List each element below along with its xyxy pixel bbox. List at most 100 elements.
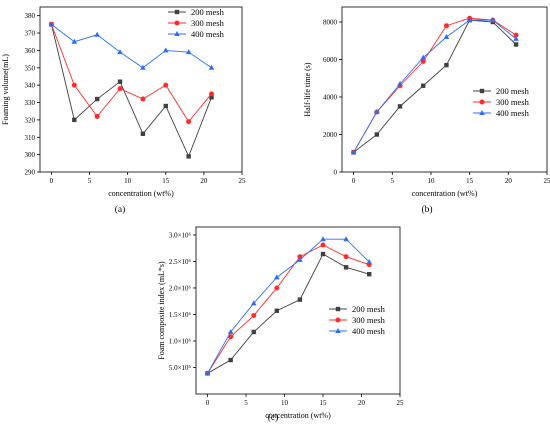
data-point	[397, 104, 403, 109]
y-axis-label: Foaming volume(mL)	[1, 54, 10, 125]
legend-marker	[479, 88, 485, 94]
series-line	[207, 244, 370, 374]
data-point	[343, 254, 349, 260]
y-tick-label: 8000	[323, 19, 338, 27]
data-point	[320, 236, 326, 242]
x-axis-label: concentration (wt%)	[108, 189, 174, 198]
data-point	[513, 42, 519, 47]
data-point	[374, 109, 380, 114]
legend-label: 200 mesh	[352, 304, 386, 314]
data-point	[444, 62, 449, 68]
data-point	[274, 285, 280, 291]
data-point	[443, 34, 450, 39]
data-point	[140, 131, 146, 136]
x-tick-label: 5	[391, 177, 395, 185]
data-point	[71, 82, 77, 88]
y-tick-label: 6000	[323, 56, 338, 64]
x-tick-label: 10	[124, 177, 132, 185]
data-point	[117, 86, 123, 92]
data-point	[72, 117, 77, 123]
series-line	[353, 17, 517, 153]
data-point	[94, 113, 100, 119]
series-line	[207, 238, 370, 374]
data-point	[420, 58, 426, 64]
legend-marker	[174, 31, 180, 36]
plot-frame	[39, 6, 243, 173]
data-point	[251, 329, 256, 335]
data-point	[117, 79, 123, 84]
x-tick-label: 25	[544, 177, 550, 185]
y-tick-label: 310	[25, 134, 36, 142]
y-tick-label: 350	[25, 64, 36, 72]
data-point	[513, 35, 519, 41]
x-tick-label: 15	[162, 177, 170, 185]
x-tick-label: 20	[200, 177, 208, 185]
panel-c: 0 5 10 15 20 25 5.0×10⁵ 1.0×10⁶ 1.5×10⁶ 2.0×10⁶ 2.…	[157, 226, 405, 423]
data-point	[228, 334, 234, 340]
data-point	[366, 258, 373, 264]
series-line	[207, 253, 370, 374]
y-tick-label: 2.5×10⁶	[169, 258, 192, 266]
data-point	[374, 132, 380, 137]
data-point	[513, 32, 519, 38]
data-point	[397, 80, 403, 86]
x-tick-label: 10	[281, 399, 289, 407]
series-line	[51, 24, 212, 69]
x-tick-label: 5	[244, 399, 248, 407]
legend-label: 200 mesh	[191, 7, 225, 17]
x-tick-label: 10	[427, 177, 435, 185]
data-point	[420, 54, 427, 60]
data-point	[94, 96, 100, 102]
legend-marker	[335, 328, 341, 333]
data-point	[466, 17, 473, 23]
x-tick-label: 25	[397, 399, 405, 407]
panel-label: (c)	[268, 412, 279, 423]
data-point	[343, 236, 349, 242]
y-tick-label: 3.0×10⁶	[169, 231, 192, 239]
data-point	[274, 274, 280, 280]
data-point	[297, 297, 303, 302]
legend-marker	[335, 306, 341, 312]
series-line	[353, 19, 517, 153]
data-point	[250, 300, 257, 306]
data-point	[343, 265, 349, 270]
legend-label: 400 mesh	[191, 29, 225, 39]
data-point	[251, 313, 257, 319]
data-point	[117, 49, 123, 55]
legend-label: 200 mesh	[496, 86, 530, 96]
data-point	[443, 23, 449, 29]
series-line	[353, 19, 517, 153]
y-tick-label: 300	[25, 151, 36, 159]
x-tick-label: 0	[206, 399, 210, 407]
data-point	[209, 91, 215, 97]
x-tick-label: 20	[505, 177, 513, 185]
x-axis-label: concentration (wt%)	[265, 411, 331, 420]
panel-label: (a)	[115, 204, 126, 215]
data-point	[490, 17, 496, 23]
data-point	[350, 149, 357, 155]
x-tick-label: 25	[239, 177, 247, 185]
data-point	[421, 83, 426, 88]
data-point	[185, 49, 192, 55]
legend-marker	[479, 99, 485, 105]
y-tick-label: 1.5×10⁶	[169, 311, 192, 319]
data-point	[320, 251, 326, 257]
legend-label: 400 mesh	[496, 108, 530, 118]
x-tick-label: 5	[88, 177, 92, 185]
panel-a: 0 5 10 15 20 25 290 300 310 320 330 340 350 360 370 380…	[1, 6, 247, 215]
plot-frame	[341, 6, 548, 173]
x-tick-label: 0	[352, 177, 356, 185]
data-point	[71, 38, 78, 44]
y-tick-label: 2.0×10⁶	[169, 284, 192, 292]
x-tick-label: 15	[466, 177, 474, 185]
y-tick-label: 340	[25, 82, 36, 90]
data-point	[228, 357, 233, 363]
panel-label: (b)	[421, 204, 432, 215]
legend-marker	[479, 110, 485, 115]
x-tick-label: 20	[358, 399, 366, 407]
data-point	[274, 308, 280, 313]
legend-label: 300 mesh	[496, 97, 530, 107]
data-point	[209, 95, 214, 100]
data-point	[163, 103, 168, 109]
